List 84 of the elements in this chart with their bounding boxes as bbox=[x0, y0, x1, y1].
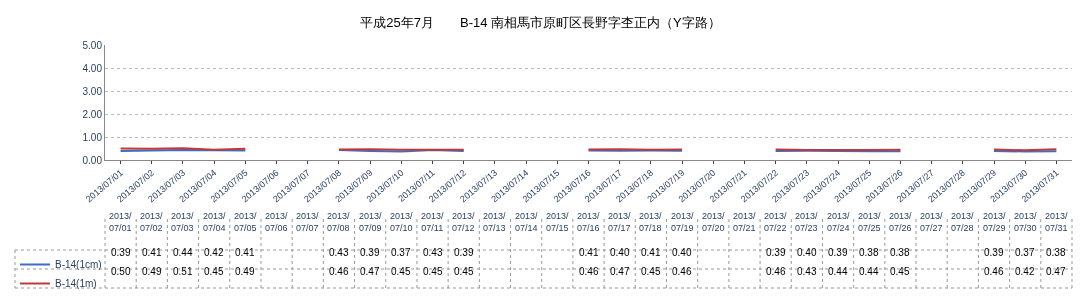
y-tick-label: 3.00 bbox=[82, 85, 103, 97]
category-label: 2013/07/11 bbox=[421, 211, 444, 233]
data-label: 0.45 bbox=[204, 266, 224, 277]
y-tick-label: 1.00 bbox=[82, 131, 103, 143]
data-label: 0.46 bbox=[579, 266, 599, 277]
data-label: 0.46 bbox=[329, 266, 349, 277]
y-tick-label: 4.00 bbox=[82, 62, 103, 74]
y-tick-label: 0.00 bbox=[82, 154, 103, 166]
data-label: 0.42 bbox=[204, 247, 224, 258]
data-label: 0.45 bbox=[890, 266, 910, 277]
data-label: 0.40 bbox=[672, 247, 692, 258]
data-label: 0.46 bbox=[766, 266, 786, 277]
category-label: 2013/07/21 bbox=[733, 211, 756, 233]
data-label: 0.50 bbox=[111, 266, 131, 277]
data-label: 0.45 bbox=[454, 266, 474, 277]
category-label: 2013/07/23 bbox=[795, 211, 818, 233]
category-label: 2013/07/14 bbox=[515, 211, 538, 233]
data-label: 0.38 bbox=[1046, 247, 1066, 258]
data-label: 0.37 bbox=[391, 247, 411, 258]
category-label: 2013/07/31 bbox=[1045, 211, 1068, 233]
data-label: 0.47 bbox=[1046, 266, 1066, 277]
data-label: 0.38 bbox=[890, 247, 910, 258]
data-label: 0.47 bbox=[360, 266, 380, 277]
data-label: 0.44 bbox=[173, 247, 193, 258]
data-label: 0.46 bbox=[984, 266, 1004, 277]
category-label: 2013/07/13 bbox=[483, 211, 506, 233]
data-label: 0.39 bbox=[766, 247, 786, 258]
data-label: 0.51 bbox=[173, 266, 193, 277]
data-label: 0.41 bbox=[142, 247, 162, 258]
data-label: 0.39 bbox=[360, 247, 380, 258]
category-label: 2013/07/29 bbox=[983, 211, 1006, 233]
category-label: 2013/07/15 bbox=[546, 211, 569, 233]
data-label: 0.44 bbox=[859, 266, 879, 277]
data-label: 0.45 bbox=[641, 266, 661, 277]
category-label: 2013/07/04 bbox=[203, 211, 226, 233]
chart-title: 平成25年7月 B-14 南相馬市原町区長野字杢正内（Y字路） bbox=[360, 14, 721, 30]
data-label: 0.47 bbox=[610, 266, 630, 277]
category-label: 2013/07/18 bbox=[639, 211, 662, 233]
data-label: 0.42 bbox=[1015, 266, 1035, 277]
category-label: 2013/07/05 bbox=[234, 211, 257, 233]
category-label: 2013/07/16 bbox=[577, 211, 600, 233]
data-label: 0.49 bbox=[235, 266, 255, 277]
category-label: 2013/07/24 bbox=[827, 211, 850, 233]
category-label: 2013/07/08 bbox=[327, 211, 350, 233]
category-label: 2013/07/25 bbox=[858, 211, 881, 233]
category-label: 2013/07/06 bbox=[265, 211, 288, 233]
data-label: 0.43 bbox=[329, 247, 349, 258]
data-label: 0.45 bbox=[423, 266, 443, 277]
data-label: 0.41 bbox=[235, 247, 255, 258]
y-tick-label: 5.00 bbox=[82, 39, 103, 51]
legend-label: B-14(1m) bbox=[55, 278, 97, 290]
category-label: 2013/07/30 bbox=[1014, 211, 1037, 233]
category-label: 2013/07/02 bbox=[140, 211, 163, 233]
data-label: 0.41 bbox=[579, 247, 599, 258]
category-label: 2013/07/17 bbox=[608, 211, 631, 233]
category-label: 2013/07/07 bbox=[296, 211, 319, 233]
category-label: 2013/07/10 bbox=[390, 211, 413, 233]
data-label: 0.43 bbox=[423, 247, 443, 258]
data-label: 0.39 bbox=[828, 247, 848, 258]
data-label: 0.40 bbox=[797, 247, 817, 258]
data-label: 0.43 bbox=[797, 266, 817, 277]
category-label: 2013/07/26 bbox=[889, 211, 912, 233]
data-label: 0.38 bbox=[859, 247, 879, 258]
data-label: 0.41 bbox=[641, 247, 661, 258]
category-label: 2013/07/01 bbox=[109, 211, 132, 233]
data-label: 0.45 bbox=[391, 266, 411, 277]
data-label: 0.44 bbox=[828, 266, 848, 277]
y-tick-label: 2.00 bbox=[82, 108, 103, 120]
category-label: 2013/07/09 bbox=[359, 211, 382, 233]
data-label: 0.46 bbox=[672, 266, 692, 277]
category-label: 2013/07/19 bbox=[671, 211, 694, 233]
category-label: 2013/07/03 bbox=[171, 211, 194, 233]
category-label: 2013/07/22 bbox=[764, 211, 787, 233]
data-label: 0.39 bbox=[984, 247, 1004, 258]
data-label: 0.37 bbox=[1015, 247, 1035, 258]
data-label: 0.40 bbox=[610, 247, 630, 258]
legend-label: B-14(1cm) bbox=[55, 259, 102, 271]
category-label: 2013/07/20 bbox=[702, 211, 725, 233]
category-label: 2013/07/27 bbox=[920, 211, 943, 233]
category-label: 2013/07/28 bbox=[951, 211, 974, 233]
category-label: 2013/07/12 bbox=[452, 211, 475, 233]
data-label: 0.39 bbox=[111, 247, 131, 258]
data-label: 0.39 bbox=[454, 247, 474, 258]
data-label: 0.49 bbox=[142, 266, 162, 277]
